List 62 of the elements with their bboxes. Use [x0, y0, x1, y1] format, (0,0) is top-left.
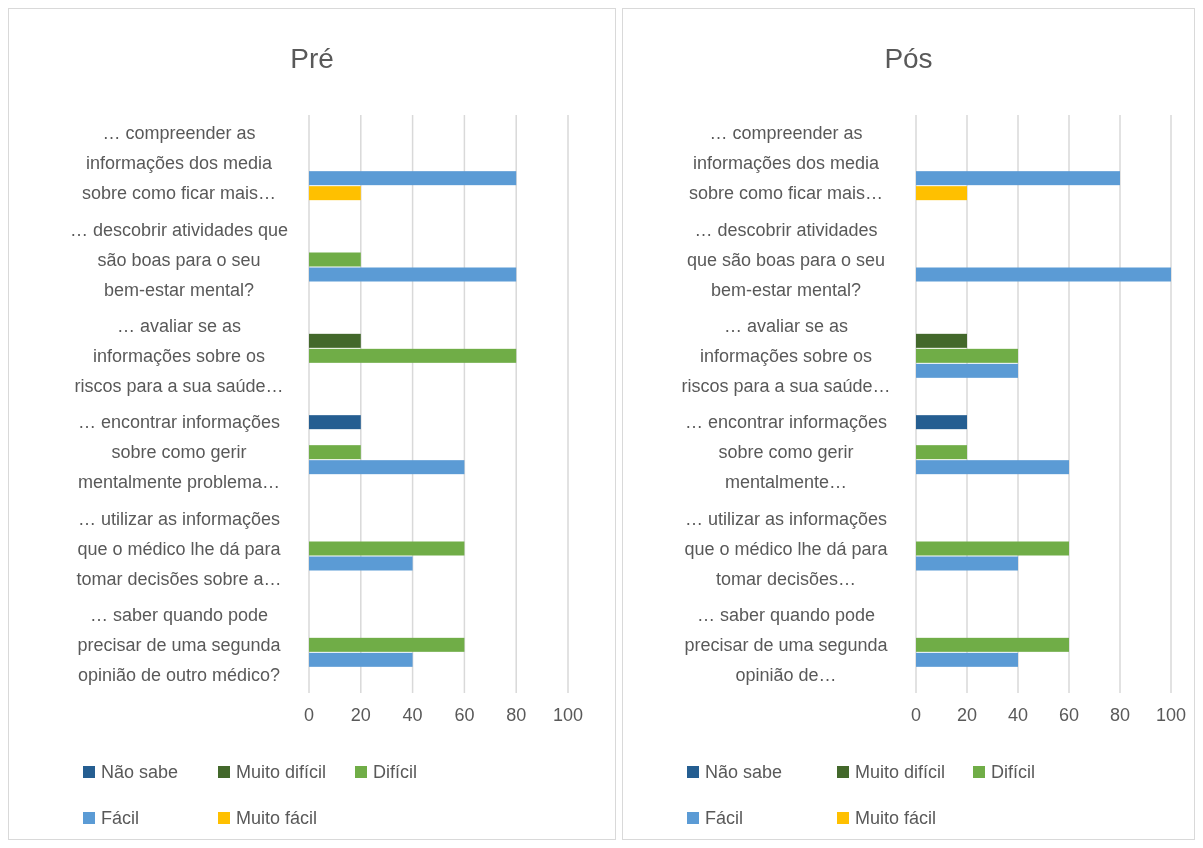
bar: [916, 333, 967, 348]
y-tick-label: … descobrir atividades que são boas para o seu bem-estar mental?: [69, 219, 289, 300]
x-tick-label: 100: [552, 705, 584, 725]
bar: [916, 348, 1018, 363]
x-tick-label: 40: [1007, 705, 1029, 725]
x-tick-label: 60: [1058, 705, 1080, 725]
bar: [916, 267, 1171, 282]
legend-label: Muito difícil: [855, 762, 946, 782]
y-tick-label: … avaliar se as informações sobre os riscos para a sua saúde…: [681, 315, 891, 396]
bar: [309, 415, 361, 430]
bar: [309, 267, 517, 282]
bar: [309, 348, 517, 363]
bar: [309, 186, 361, 201]
legend-label: Muito fácil: [236, 808, 318, 828]
bar: [309, 460, 465, 475]
y-tick-label: … compreender as informações dos media sobre como ficar mais…: [81, 123, 277, 204]
x-tick-label: 100: [1155, 705, 1187, 725]
y-tick-label: … saber quando pode precisar de uma segunda opinião de outro médico?: [77, 604, 282, 685]
legend-label: Difícil: [373, 762, 417, 782]
legend-label: Não sabe: [101, 762, 179, 782]
bar: [309, 333, 361, 348]
x-tick-label: 60: [454, 705, 475, 725]
x-tick-label: 0: [303, 705, 315, 725]
bar: [916, 460, 1069, 475]
bar: [916, 415, 967, 430]
bar: [916, 363, 1018, 378]
legend-label: Fácil: [705, 808, 744, 828]
bar: [916, 637, 1069, 652]
y-tick-label: … compreender as informações dos media sobre como ficar mais…: [688, 123, 884, 204]
legend-label: Difícil: [991, 762, 1035, 782]
bar: [916, 186, 967, 201]
bar: [309, 637, 465, 652]
bar: [309, 445, 361, 460]
bar: [309, 252, 361, 267]
y-tick-label: … saber quando pode precisar de uma segunda opinião de…: [684, 604, 889, 685]
x-tick-label: 0: [910, 705, 922, 725]
bar: [309, 171, 517, 186]
bar: [309, 652, 413, 667]
y-tick-label: … encontrar informações sobre como gerir mentalmente…: [684, 412, 888, 493]
x-tick-label: 80: [1109, 705, 1131, 725]
y-tick-label: … utilizar as informações que o médico lhe dá para tomar decisões sobre a…: [76, 508, 282, 589]
bar: [916, 556, 1018, 571]
bar: [309, 556, 413, 571]
legend-label: Muito difícil: [236, 762, 327, 782]
chart-title: Pós: [884, 43, 933, 74]
x-tick-label: 20: [956, 705, 978, 725]
bar: [309, 541, 465, 556]
y-tick-label: … descobrir atividades que são boas para o seu bem-estar mental?: [686, 219, 886, 300]
bar: [916, 652, 1018, 667]
y-tick-label: … utilizar as informações que o médico lhe dá para tomar decisões…: [684, 508, 889, 589]
x-tick-label: 80: [506, 705, 527, 725]
bar: [916, 171, 1120, 186]
chart-title: Pré: [290, 43, 334, 74]
y-tick-label: … encontrar informações sobre como gerir mentalmente problema…: [77, 412, 281, 493]
legend-label: Não sabe: [705, 762, 783, 782]
bar: [916, 541, 1069, 556]
legend-label: Fácil: [101, 808, 140, 828]
y-tick-label: … avaliar se as informações sobre os riscos para a sua saúde…: [74, 315, 284, 396]
bar: [916, 445, 967, 460]
x-tick-label: 20: [350, 705, 371, 725]
x-tick-label: 40: [402, 705, 423, 725]
legend-label: Muito fácil: [855, 808, 937, 828]
